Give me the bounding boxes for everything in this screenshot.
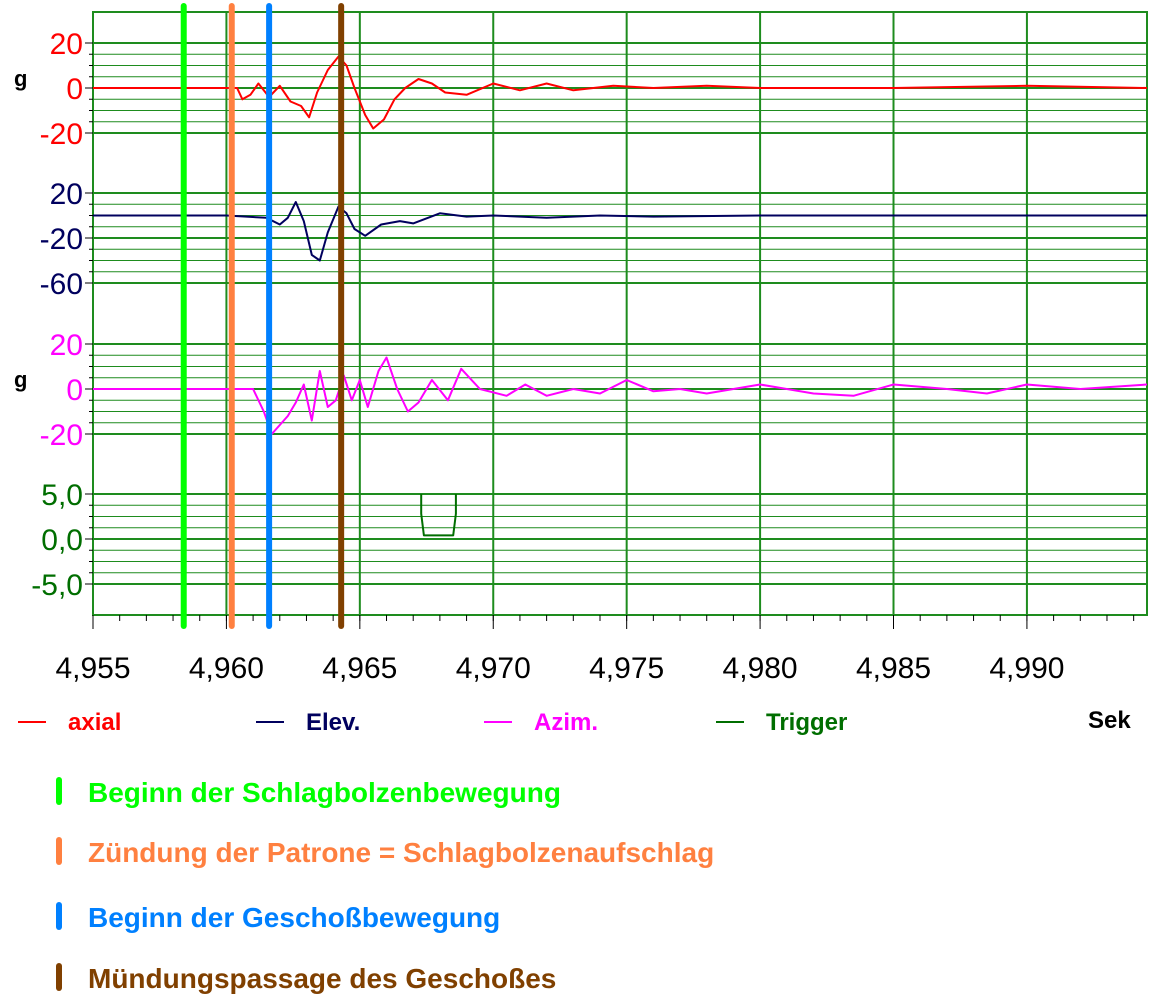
- y-tick-label: 0: [66, 374, 83, 407]
- series-line-trigger: [420, 494, 457, 537]
- x-tick-label: 4,965: [322, 652, 397, 685]
- y-tick-label: -20: [40, 419, 83, 452]
- y-tick-label: 20: [50, 329, 83, 362]
- marker-legend-swatch: [56, 963, 62, 991]
- marker-legend-label: Mündungspassage des Geschoßes: [88, 963, 556, 994]
- y-tick-label: 5,0: [41, 479, 83, 512]
- marker-legend-label: Zündung der Patrone = Schlagbolzenaufsch…: [88, 837, 714, 868]
- y-tick-label: 0,0: [41, 524, 83, 557]
- marker-legend-swatch: [56, 837, 62, 865]
- legend: axial Elev. Azim. Trigger: [18, 709, 847, 736]
- x-tick-label: 4,985: [856, 652, 931, 685]
- y-unit-label: g: [14, 66, 27, 91]
- x-tick-label: 4,990: [989, 652, 1064, 685]
- x-axis: 4,955 4,960 4,965 4,970 4,975 4,980 4,985 4,990…: [55, 615, 1135, 734]
- marker-legend-label: Beginn der Geschoßbewegung: [88, 902, 500, 933]
- series-line-elev: [93, 201, 1147, 262]
- plot-frame: [92, 11, 1148, 616]
- x-axis-label: Sek: [1088, 707, 1131, 734]
- y-tick-label: 0: [66, 73, 83, 106]
- x-tick-label: 4,970: [456, 652, 531, 685]
- y-axes: 20 0 -20 g 20 -20 -60 20 0 -20 g 5,0 0,0 -5,0: [14, 28, 93, 602]
- legend-label-azim: Azim.: [534, 709, 598, 736]
- y-tick-label: -5,0: [31, 569, 83, 602]
- series-line-azim: [93, 356, 1148, 435]
- legend-label-axial: axial: [68, 709, 121, 736]
- y-tick-label: 20: [50, 178, 83, 211]
- series-line-axial: [93, 55, 1148, 130]
- y-unit-label: g: [14, 367, 27, 392]
- x-tick-label: 4,980: [723, 652, 798, 685]
- series-lines: [93, 55, 1148, 537]
- y-tick-label: -60: [40, 268, 83, 301]
- y-tick-label: -20: [40, 223, 83, 256]
- x-tick-label: 4,960: [189, 652, 264, 685]
- y-tick-label: 20: [50, 28, 83, 61]
- marker-legend: Beginn der Schlagbolzenbewegung Zündung d…: [56, 777, 714, 994]
- marker-legend-swatch: [56, 902, 62, 930]
- y-tick-label: -20: [40, 118, 83, 151]
- marker-legend-label: Beginn der Schlagbolzenbewegung: [88, 777, 561, 808]
- grid: [92, 11, 1148, 616]
- legend-label-trigger: Trigger: [766, 709, 847, 736]
- x-tick-label: 4,955: [55, 652, 130, 685]
- x-tick-label: 4,975: [589, 652, 664, 685]
- marker-legend-swatch: [56, 777, 62, 805]
- legend-label-elev: Elev.: [306, 709, 360, 736]
- event-markers: [180, 3, 345, 629]
